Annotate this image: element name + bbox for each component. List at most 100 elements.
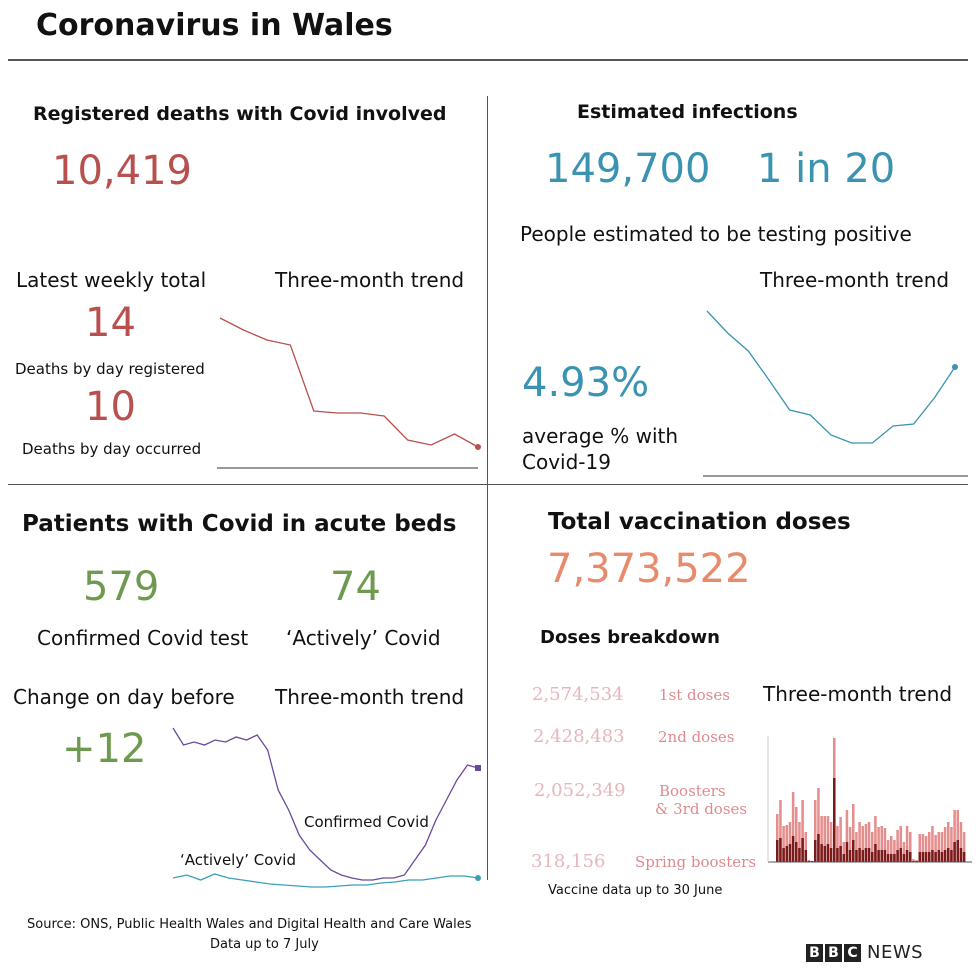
vaccination-bar-portion (782, 848, 785, 862)
vaccination-bar (826, 816, 830, 862)
vaccination-bar-portion (871, 852, 874, 862)
vaccination-bar-portion (896, 850, 899, 862)
vaccination-bar (823, 816, 827, 862)
confirmed-covid-line-end-marker (475, 765, 481, 771)
dose-value-3: 2,052,349 (534, 780, 626, 801)
vaccination-bar (814, 800, 817, 862)
dose-value-2: 2,428,483 (533, 726, 625, 747)
vaccination-bar-portion (924, 852, 928, 862)
vaccination-bar-portion (823, 846, 827, 862)
dose-label-3b: & 3rd doses (655, 800, 748, 818)
vaccination-bar (801, 800, 804, 862)
vaccination-bar (788, 822, 792, 862)
vaccination-bar (921, 834, 925, 862)
infections-trend-line-end-marker (952, 364, 958, 370)
active-value: 74 (330, 564, 381, 610)
vaccination-bar-portion (921, 852, 925, 862)
vaccine-note: Vaccine data up to 30 June (548, 883, 723, 898)
vaccination-bar (899, 826, 903, 862)
actively-covid-line (172, 873, 479, 888)
vaccination-bar-portion (848, 850, 852, 862)
vaccination-bar-portion (855, 850, 858, 862)
vaccination-bar (820, 816, 823, 862)
infections-trend-label: Three-month trend (760, 268, 950, 292)
vaccination-bar (845, 810, 849, 862)
vaccination-bar (804, 832, 808, 862)
change-label: Change on day before (13, 685, 235, 709)
vaccination-bar (943, 827, 947, 862)
vaccination-bar (924, 836, 928, 862)
vaccination-bar-portion (918, 852, 922, 862)
vaccination-bar-portion (877, 850, 880, 862)
vaccination-bar-portion (886, 854, 890, 862)
percent-label-2: Covid-19 (522, 450, 611, 474)
vaccination-bar (931, 826, 934, 862)
vaccination-bar (947, 822, 950, 862)
infections-trend-line (706, 310, 956, 444)
vaccination-bar-portion (937, 850, 941, 862)
vaccination-bar-portion (909, 852, 912, 862)
vaccination-bar (877, 827, 880, 862)
dose-label-2: 2nd doses (658, 728, 735, 746)
vertical-divider (487, 96, 488, 880)
dose-label-4: Spring boosters (635, 853, 757, 871)
deaths-heading: Registered deaths with Covid involved (33, 103, 447, 125)
vaccination-bar (956, 810, 960, 862)
vaccination-bar-portion (779, 838, 782, 862)
vaccination-bar (874, 816, 877, 862)
vaccination-bar (855, 832, 858, 862)
vaccination-bar-portion (817, 834, 820, 862)
vaccination-bar-portion (842, 854, 846, 862)
vaccination-bar (782, 826, 785, 862)
vaccination-bar (842, 842, 846, 862)
vaccination-bar (934, 835, 937, 862)
vaccination-bar (962, 832, 966, 862)
occurred-label: Deaths by day occurred (22, 440, 202, 458)
vaccination-bar-portion (880, 850, 884, 862)
vaccination-bar (776, 814, 779, 862)
infections-subtitle: People estimated to be testing positive (520, 222, 912, 246)
vaccination-bar-portion (959, 848, 963, 862)
registered-value: 14 (85, 300, 136, 346)
vaccination-bar-portion (804, 850, 808, 862)
vaccination-bar-portion (899, 848, 903, 862)
vaccination-bar (890, 836, 893, 862)
vaccination-bar (779, 800, 782, 862)
vaccination-bar (791, 792, 795, 862)
percent-label: average % with (522, 424, 679, 448)
vaccination-bar (886, 840, 890, 862)
vaccination-bar-portion (956, 840, 960, 862)
vaccination-bar-portion (836, 848, 839, 862)
vaccination-bar (909, 832, 912, 862)
vaccination-bar-portion (852, 840, 855, 862)
vaccination-bar (902, 842, 906, 862)
vaccination-heading: Total vaccination doses (548, 509, 851, 535)
vaccination-bar-portion (814, 840, 817, 862)
weekly-label: Latest weekly total (16, 268, 207, 292)
vaccination-bar (848, 827, 852, 862)
vaccination-bar-portion (858, 848, 861, 862)
vaccination-bar-portion (829, 848, 833, 862)
vaccination-bar-portion (845, 842, 849, 862)
confirmed-covid-line (172, 727, 479, 881)
bbc-news-logo: B B C NEWS (806, 942, 923, 963)
infections-count: 149,700 (545, 146, 711, 192)
vaccination-bar-portion (801, 838, 804, 862)
vaccination-bar (883, 828, 887, 862)
date-text: Data up to 7 July (210, 937, 319, 952)
deaths-trend-line (219, 317, 479, 448)
registered-label: Deaths by day registered (15, 360, 205, 378)
vaccination-bar (940, 832, 944, 862)
infections-heading: Estimated infections (577, 101, 798, 123)
title-divider (8, 59, 968, 61)
vaccination-bar-portion (826, 844, 830, 862)
confirmed-series-label: Confirmed Covid (304, 813, 429, 831)
change-value: +12 (62, 726, 147, 772)
vaccination-bar-portion (820, 844, 823, 862)
vaccination-bar-portion (795, 842, 798, 862)
vaccination-bar-portion (867, 848, 871, 862)
vaccination-bar-portion (864, 848, 868, 862)
deaths-trend-line-end-marker (475, 444, 481, 450)
beds-trend-label: Three-month trend (275, 685, 465, 709)
